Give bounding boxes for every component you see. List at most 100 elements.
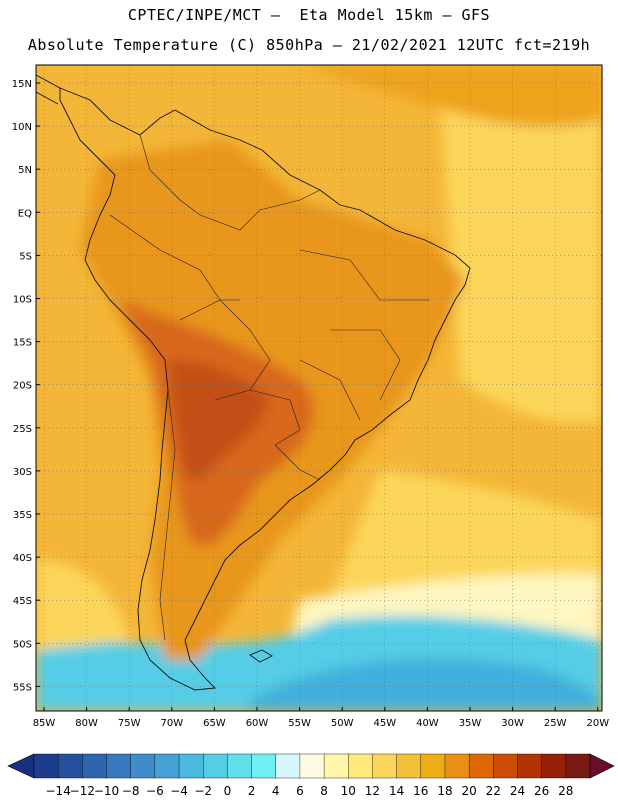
- colorbar-label: 2: [248, 784, 256, 798]
- colorbar-swatch: [348, 753, 373, 779]
- lat-label: 10N: [12, 122, 32, 133]
- colorbar-label: −2: [194, 784, 212, 798]
- colorbar-labels: −14−12−10 −8 −6 −4 −2 0 2 4 6 8 10 12 14 16 18 20 22 24 26…: [46, 784, 574, 798]
- colorbar-label: −10: [94, 784, 119, 798]
- map-title-model: CPTEC/INPE/MCT – Eta Model 15km – GFS: [127, 6, 491, 24]
- border-bolivia: [179, 299, 271, 401]
- lon-label: 60W: [246, 718, 269, 729]
- colorbar-swatch: [227, 753, 253, 779]
- lat-label: 45S: [13, 596, 32, 607]
- map-title-variable: Absolute Temperature (C) 850hPa – 21/02/…: [27, 36, 591, 54]
- lon-label: 70W: [160, 718, 183, 729]
- colorbar-swatch: [420, 753, 446, 779]
- colorbar-swatch: [372, 753, 398, 779]
- graticule: [36, 65, 602, 711]
- lat-label: 50S: [13, 639, 32, 650]
- lon-label: 30W: [501, 718, 524, 729]
- colorbar-swatch: [203, 753, 228, 779]
- colorbar-swatch: [541, 753, 567, 779]
- colorbar-label: 24: [510, 784, 525, 798]
- lat-label: 15S: [13, 338, 32, 349]
- latitude-labels: 15N 10N 5N EQ 5S 10S 15S 20S 25S 30S 35S 40S 45S 50S 5…: [12, 79, 32, 693]
- lon-label: 40W: [416, 718, 439, 729]
- coastline-layer: [35, 74, 471, 691]
- colorbar-label: −14: [46, 784, 71, 798]
- lon-label: 25W: [544, 718, 567, 729]
- colorbar-swatch: [154, 753, 180, 779]
- lon-label: 85W: [33, 718, 56, 729]
- lat-label: 35S: [13, 510, 32, 521]
- colorbar-label: 16: [413, 784, 428, 798]
- atlantic-cool-band: [440, 80, 602, 423]
- colorbar-swatch: [444, 753, 470, 779]
- border-chile-argentina: [159, 389, 176, 641]
- colorbar: [7, 753, 615, 779]
- lon-label: 55W: [288, 718, 311, 729]
- border-brazil-states: [299, 249, 430, 421]
- falkland-islands: [249, 649, 273, 663]
- colorbar-label: 6: [296, 784, 304, 798]
- colorbar-swatch: [275, 753, 301, 779]
- colorbar-label: 4: [272, 784, 280, 798]
- colorbar-label: 0: [224, 784, 232, 798]
- lon-label: 45W: [373, 718, 396, 729]
- colorbar-label: 10: [341, 784, 356, 798]
- border-brazil-north: [199, 189, 321, 231]
- central-america-coastline: [35, 74, 61, 105]
- colorbar-swatch: [565, 753, 591, 779]
- colorbar-label: 8: [320, 784, 328, 798]
- lat-label: 30S: [13, 467, 32, 478]
- colorbar-swatch: [178, 753, 204, 779]
- lat-label: 40S: [13, 553, 32, 564]
- colorbar-label: 22: [486, 784, 501, 798]
- colorbar-swatch: [323, 753, 349, 779]
- colorbar-label: 26: [534, 784, 549, 798]
- colorbar-label: −6: [146, 784, 164, 798]
- colorbar-label: 20: [461, 784, 476, 798]
- southern-ocean-deep: [250, 658, 602, 711]
- longitude-labels: 85W 80W 75W 70W 65W 60W 55W 50W 45W 40W 35W 30W 25W 2…: [33, 718, 610, 729]
- colorbar-swatch: [82, 753, 108, 779]
- border-peru-brazil: [109, 214, 240, 301]
- pacific-cool-patch: [36, 560, 130, 650]
- colorbar-label: −4: [170, 784, 188, 798]
- colorbar-low-arrow: [7, 753, 35, 779]
- lon-label: 20W: [586, 718, 609, 729]
- field-layer: [36, 65, 602, 711]
- colorbar-label: −8: [122, 784, 140, 798]
- colorbar-label: 28: [558, 784, 573, 798]
- colorbar-swatch: [33, 753, 59, 779]
- border-colombia-venezuela: [139, 134, 201, 216]
- lat-label: 10S: [13, 295, 32, 306]
- colorbar-swatch: [493, 753, 518, 779]
- lat-label: EQ: [18, 208, 32, 219]
- border-paraguay: [249, 389, 301, 446]
- continent-hottest-core: [170, 360, 270, 481]
- colorbar-label: 14: [389, 784, 404, 798]
- colorbar-label: −12: [70, 784, 95, 798]
- colorbar-swatch: [130, 753, 156, 779]
- colorbar-label: 18: [437, 784, 452, 798]
- borders-layer: [109, 134, 430, 641]
- atlantic-warm-band: [300, 65, 602, 127]
- lat-label: 5N: [18, 165, 32, 176]
- south-america-coastline: [59, 87, 471, 691]
- lat-label: 5S: [19, 251, 32, 262]
- lat-label: 15N: [12, 79, 32, 90]
- lat-label: 25S: [13, 424, 32, 435]
- colorbar-swatch: [251, 753, 277, 779]
- lon-label: 50W: [331, 718, 354, 729]
- colorbar-swatch: [299, 753, 325, 779]
- map-frame: [35, 64, 603, 712]
- colorbar-swatch: [517, 753, 543, 779]
- lon-label: 80W: [75, 718, 98, 729]
- colorbar-swatch: [57, 753, 83, 779]
- lon-label: 65W: [203, 718, 226, 729]
- border-argentina-brazil: [274, 444, 321, 481]
- lat-label: 55S: [13, 682, 32, 693]
- colorbar-swatch: [396, 753, 422, 779]
- lat-label: 20S: [13, 381, 32, 392]
- colorbar-label: 12: [365, 784, 380, 798]
- colorbar-swatch: [106, 753, 132, 779]
